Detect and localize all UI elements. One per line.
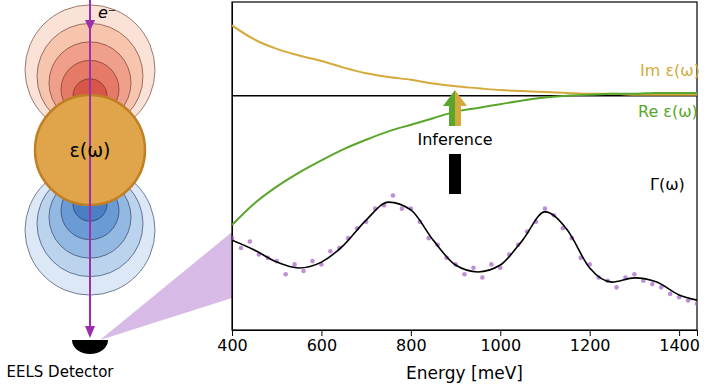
x-tick-label: 1000 — [480, 336, 521, 355]
data-point — [650, 282, 655, 287]
x-tick-label: 600 — [307, 336, 338, 355]
data-point — [400, 206, 405, 211]
x-axis: 400 600 800 1000 1200 1400 — [217, 330, 700, 355]
plot-marks — [232, 25, 697, 306]
diagram: e⁻ ε(ω) EELS Detector — [7, 0, 232, 381]
x-tick: 600 — [307, 330, 338, 355]
x-axis-line — [233, 331, 698, 337]
x-tick-mark — [590, 330, 591, 336]
x-tick: 1400 — [659, 330, 700, 355]
y-axis — [232, 3, 234, 331]
x-tick: 800 — [396, 330, 427, 355]
fit-line — [232, 202, 697, 300]
detector — [72, 340, 108, 354]
data-point — [391, 193, 396, 198]
data-point — [480, 275, 485, 280]
data-point — [239, 246, 244, 251]
eps-line — [232, 93, 697, 225]
inference-arrow-head — [443, 90, 455, 106]
x-tick-mark — [232, 330, 233, 336]
data-point — [292, 262, 297, 267]
data-point — [632, 272, 637, 277]
inference-arrow-head — [455, 90, 467, 106]
x-tick-label: 400 — [217, 336, 248, 355]
beam-label: e⁻ — [98, 3, 116, 22]
x-tick-mark — [321, 330, 322, 336]
inference-annotation: Inference — [417, 90, 492, 194]
inference-source — [449, 154, 461, 194]
data-point — [301, 269, 306, 274]
data-point — [310, 259, 315, 264]
x-tick-label: 1200 — [570, 336, 611, 355]
series-label: Re ε(ω) — [638, 102, 698, 121]
series-label: Γ(ω) — [650, 175, 685, 194]
x-tick-mark — [679, 330, 680, 336]
data-point — [614, 285, 619, 290]
figure: e⁻ ε(ω) EELS Detector 400 600 800 1000 1200 1400… — [0, 0, 707, 388]
x-tick: 1000 — [480, 330, 521, 355]
electron-beam — [89, 0, 91, 330]
data-point — [328, 249, 333, 254]
data-point — [695, 301, 697, 306]
inference-arrow-shaft — [455, 104, 461, 126]
inference-arrow-shaft — [449, 104, 455, 126]
x-tick-label: 1400 — [659, 336, 700, 355]
beam-arrowhead — [85, 326, 95, 338]
data-point — [489, 262, 494, 267]
x-tick-label: 800 — [396, 336, 427, 355]
data-point — [283, 272, 288, 277]
x-tick: 1200 — [570, 330, 611, 355]
beam-arrowhead — [85, 20, 95, 31]
data-point — [543, 206, 548, 211]
x-tick: 400 — [217, 330, 248, 355]
plot-frame — [232, 2, 697, 330]
series-label: Im ε(ω) — [640, 61, 700, 80]
y-axis-line — [232, 3, 233, 331]
data-point — [248, 239, 253, 244]
data-point — [668, 292, 673, 297]
x-axis-title: Energy [meV] — [406, 363, 523, 383]
inference-label: Inference — [417, 130, 492, 149]
detector-label: EELS Detector — [7, 363, 115, 381]
data-point — [462, 272, 467, 277]
sphere-label: ε(ω) — [69, 139, 110, 161]
x-tick-mark — [411, 330, 412, 336]
data-point — [471, 265, 476, 270]
eps-line — [232, 25, 697, 94]
x-tick-mark — [500, 330, 501, 336]
chart: 400 600 800 1000 1200 1400 Energy [meV] Im ε(ω)… — [217, 2, 700, 383]
